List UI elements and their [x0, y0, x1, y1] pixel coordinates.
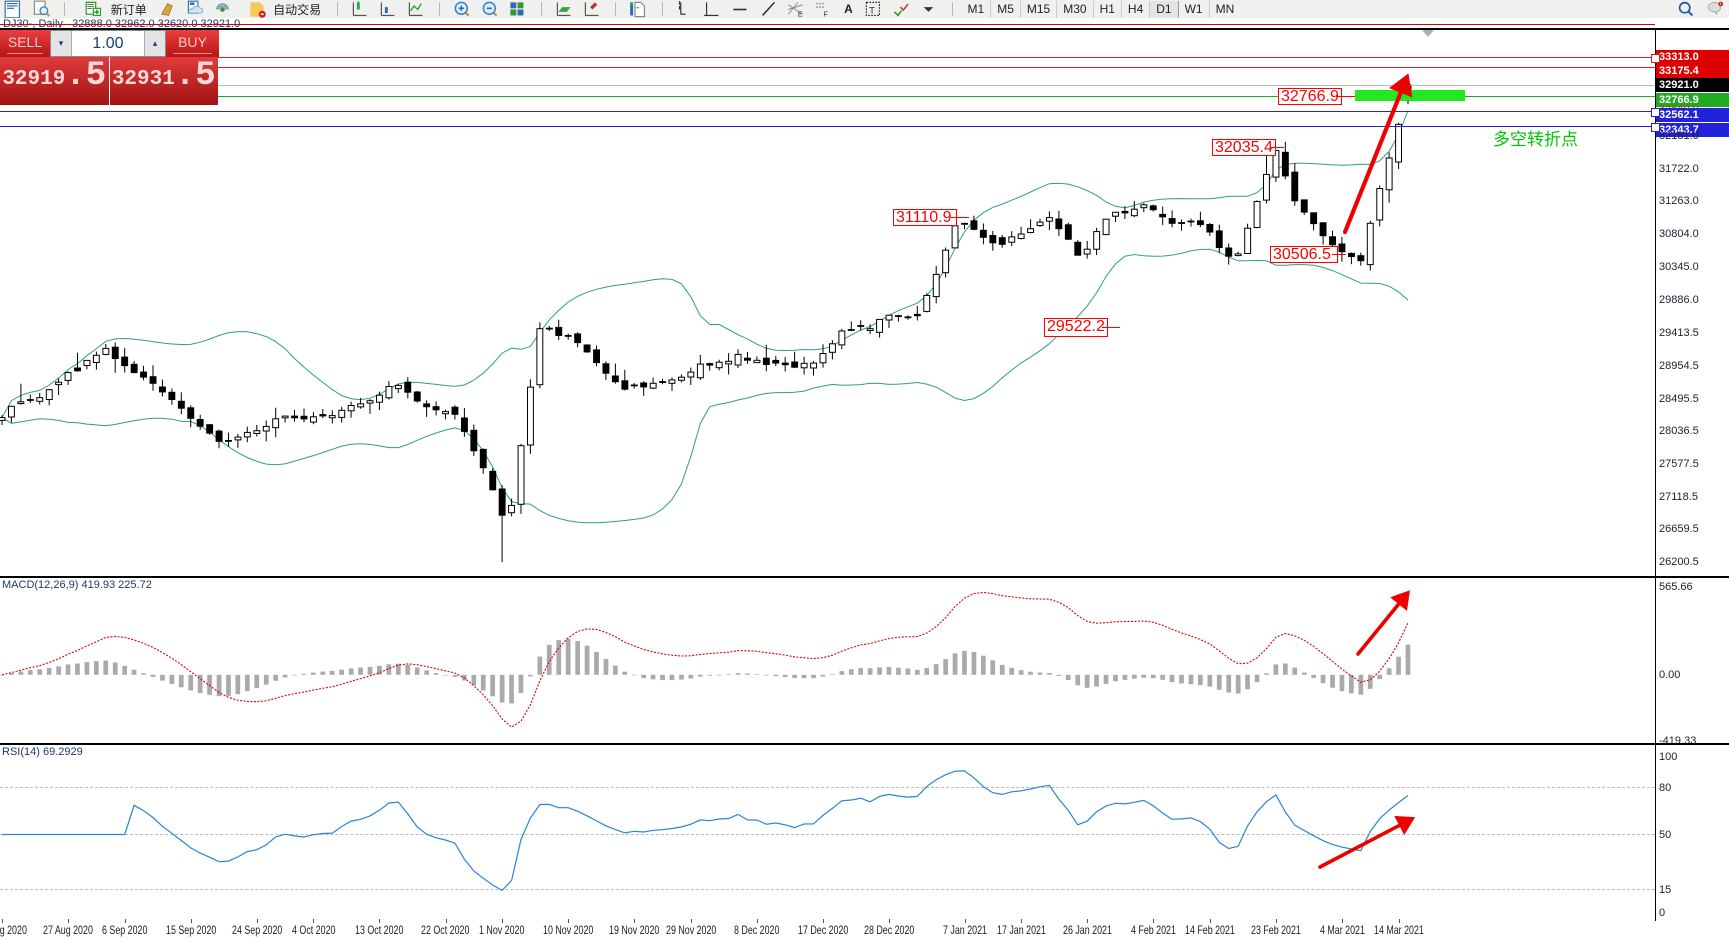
svg-text:E: E	[798, 10, 803, 18]
svg-text:T: T	[869, 5, 875, 16]
svg-text:F: F	[823, 10, 828, 18]
